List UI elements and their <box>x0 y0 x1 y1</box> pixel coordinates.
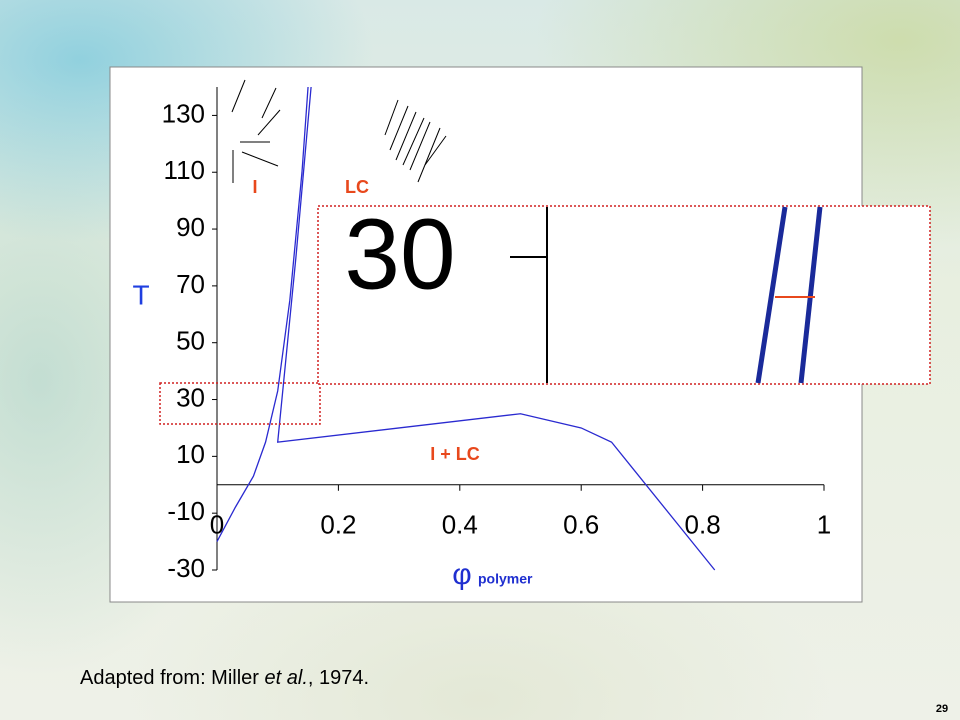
x-tick-label: 1 <box>817 510 831 540</box>
phase-boundary <box>216 86 309 542</box>
inset: 30 <box>317 198 931 385</box>
caption: Adapted from: Miller et al., 1974. <box>80 667 369 689</box>
x-tick-label: 0.4 <box>442 510 478 540</box>
zoom-box <box>159 382 321 425</box>
inset-curve <box>798 206 823 384</box>
isotropic-sketch <box>231 79 281 183</box>
y-tick-label: 90 <box>176 212 205 242</box>
x-tick-label: 0.8 <box>685 510 721 540</box>
plot-layer: -30 -10 10 30 50 70 90 110 130 0 0.2 0.4 0.6 0.8 1 <box>162 86 831 583</box>
y-tick-label: 130 <box>162 98 205 128</box>
x-tick-label: 0 <box>210 510 224 540</box>
y-tick-label: -10 <box>167 496 205 526</box>
x-axis-label: polymer <box>478 571 533 587</box>
region-label: LC <box>345 177 369 197</box>
region-label: I + LC <box>430 444 480 464</box>
x-tick-label: 0.6 <box>563 510 599 540</box>
inset-frame <box>317 205 931 385</box>
region-label: I <box>252 177 257 197</box>
y-tick-label: 50 <box>176 326 205 356</box>
y-axis-label: T <box>132 279 149 310</box>
y-tick-label: 70 <box>176 269 205 299</box>
y-tick-label: 30 <box>176 382 205 412</box>
y-tick-label: 10 <box>176 439 205 469</box>
caption-text: , 1974. <box>308 667 369 689</box>
caption-text: Adapted from: Miller <box>80 667 265 689</box>
x-tick-label: 0.2 <box>320 510 356 540</box>
lc-sketch <box>384 99 447 183</box>
page-number: 29 <box>936 703 948 715</box>
y-tick-label: 110 <box>164 155 205 185</box>
inset-curve <box>755 206 788 384</box>
y-tick-label: -30 <box>167 553 205 583</box>
caption-italic: et al. <box>265 667 308 689</box>
inset-label: 30 <box>344 198 455 310</box>
x-axis-symbol: φ <box>452 558 471 591</box>
phase-boundary <box>276 86 716 571</box>
